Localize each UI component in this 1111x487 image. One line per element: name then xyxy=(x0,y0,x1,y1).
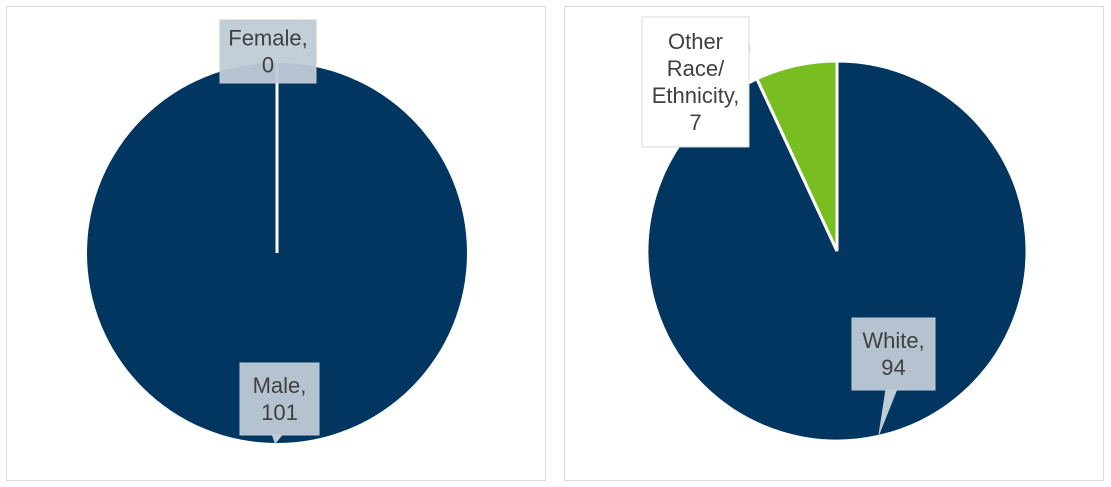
data-label-male: Male,101 xyxy=(239,362,320,444)
data-label-text: Male, xyxy=(253,373,307,398)
callout-box xyxy=(219,19,317,84)
gender-pie-chart: Male,101 Female,0 xyxy=(87,19,467,444)
data-label-text: Other xyxy=(668,29,723,54)
callout-box xyxy=(851,317,936,391)
callout-pointer xyxy=(878,389,898,438)
data-label-text: 0 xyxy=(262,53,274,78)
data-label-text: 7 xyxy=(689,110,701,135)
data-label-female: Female,0 xyxy=(219,19,317,84)
callout-pointer xyxy=(271,434,284,444)
race-pie-panel: White, 94 Other Race/Ethnicity, 7 xyxy=(564,6,1104,481)
callout-box xyxy=(239,362,320,436)
data-label-white: White,94 xyxy=(851,317,936,438)
data-label-text: Ethnicity, xyxy=(652,83,740,108)
data-label-text: White, xyxy=(862,328,924,353)
gender-pie-panel: Male, 101 Female, 0 xyxy=(6,6,546,481)
callout-box xyxy=(641,16,750,148)
data-label-text: 101 xyxy=(261,400,298,425)
data-label-text: Female, xyxy=(228,26,307,51)
data-label-text: Race/ xyxy=(667,56,725,81)
data-label-text: 94 xyxy=(881,355,905,380)
slice-other-race-ethnicity xyxy=(754,59,839,252)
